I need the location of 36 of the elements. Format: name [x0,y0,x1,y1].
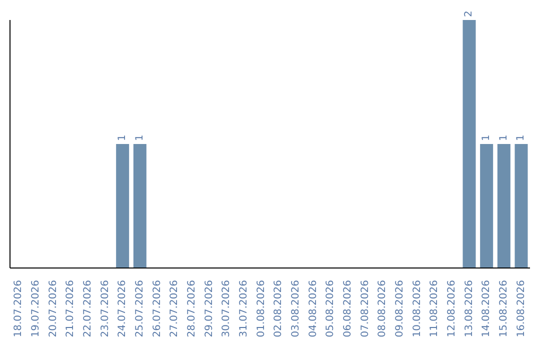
x-tick-label: 12.08.2026 [446,280,458,338]
data-label: 2 [464,10,475,17]
x-tick-label: 01.08.2026 [256,280,267,338]
x-tick-label: 21.07.2026 [65,280,76,338]
x-tick-label: 28.07.2026 [186,280,198,338]
x-tick-label: 15.08.2026 [498,280,510,338]
x-tick-label: 26.07.2026 [152,280,163,338]
x-tick-label: 25.07.2026 [134,280,146,338]
x-tick-label: 11.08.2026 [429,280,440,338]
x-tick-label: 27.07.2026 [169,280,180,338]
x-tick-label: 20.07.2026 [48,280,59,338]
x-tick-label: 22.07.2026 [82,280,94,338]
x-tick-label: 19.07.2026 [30,280,42,338]
x-tick-label: 30.07.2026 [221,280,232,338]
x-tick-label: 29.07.2026 [204,280,215,338]
x-tick-label: 24.07.2026 [117,280,128,338]
x-tick-label: 03.08.2026 [290,280,302,338]
data-label: 1 [481,134,492,141]
x-tick-label: 31.07.2026 [238,280,250,338]
x-tick-label: 05.08.2026 [325,280,336,338]
x-tick-label: 07.08.2026 [360,280,371,338]
x-tick-label: 10.08.2026 [412,280,423,338]
x-tick-label: 18.07.2026 [13,280,24,338]
x-tick-label: 13.08.2026 [464,280,475,338]
data-label: 1 [498,134,510,141]
x-tick-label: 09.08.2026 [394,280,406,338]
x-tick-label: 16.08.2026 [516,280,527,338]
data-label: 1 [134,134,146,141]
x-tick-label: 02.08.2026 [273,280,284,338]
data-label: 1 [117,134,128,141]
data-label: 1 [516,134,527,141]
x-tick-label: 04.08.2026 [308,280,319,338]
x-tick-label: 08.08.2026 [377,280,388,338]
x-tick-label: 14.08.2026 [481,280,492,338]
x-tick-label: 06.08.2026 [342,280,354,338]
x-tick-label: 23.07.2026 [100,280,111,338]
